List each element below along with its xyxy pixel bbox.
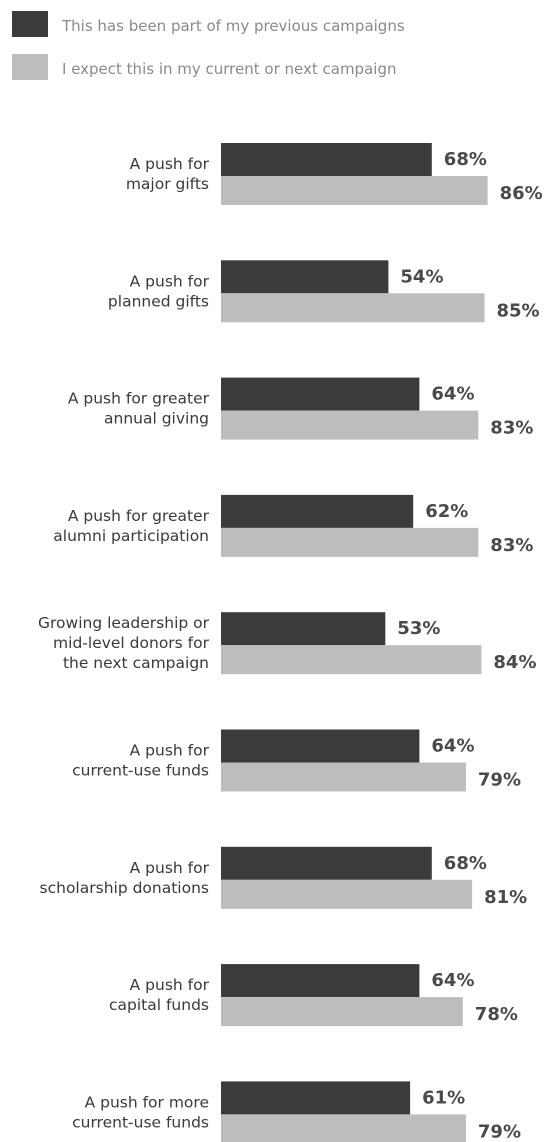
bar-previous bbox=[221, 143, 432, 176]
bar-previous bbox=[221, 1081, 411, 1115]
bar-expected bbox=[221, 527, 479, 557]
bar-group: 68% 86% A push for major gifts bbox=[126, 143, 543, 205]
bar-previous bbox=[221, 964, 420, 998]
category-label: A push for bbox=[130, 742, 210, 760]
bar-group: 68% 81% A push for scholarship donations bbox=[40, 846, 527, 909]
chart-legend: This has been part of my previous campai… bbox=[12, 11, 405, 80]
legend-label-previous: This has been part of my previous campai… bbox=[61, 17, 405, 35]
value-label-expected: 79% bbox=[478, 1121, 521, 1142]
category-label: capital funds bbox=[109, 996, 209, 1014]
bar-group: 62% 83% A push for greater alumni participa… bbox=[53, 494, 533, 557]
category-label: A push for bbox=[130, 155, 210, 173]
bar-expected bbox=[221, 762, 466, 792]
value-label-previous: 68% bbox=[444, 853, 487, 874]
category-label: annual giving bbox=[104, 410, 209, 428]
category-label: A push for greater bbox=[68, 507, 210, 525]
category-label: A push for greater bbox=[68, 390, 210, 408]
legend-label-expected: I expect this in my current or next camp… bbox=[62, 60, 396, 78]
bar-group: 64% 83% A push for greater annual giving bbox=[68, 377, 533, 440]
legend-swatch-previous bbox=[12, 11, 48, 37]
bar-previous bbox=[221, 729, 420, 763]
bar-previous bbox=[221, 494, 414, 528]
bar-expected bbox=[221, 176, 488, 205]
category-label: current-use funds bbox=[72, 1113, 209, 1131]
category-label: alumni participation bbox=[53, 527, 209, 545]
category-label: scholarship donations bbox=[40, 879, 209, 897]
category-label: A push for bbox=[130, 859, 210, 877]
legend-swatch-expected bbox=[12, 54, 48, 80]
category-label: current-use funds bbox=[72, 762, 209, 780]
bar-expected bbox=[221, 410, 479, 440]
value-label-previous: 64% bbox=[431, 970, 474, 991]
value-label-expected: 84% bbox=[493, 652, 536, 673]
plot-area: 68% 86% A push for major gifts 54% 85% A push … bbox=[38, 143, 543, 1142]
value-label-expected: 79% bbox=[478, 770, 521, 791]
category-label: mid-level donors for bbox=[53, 634, 210, 652]
value-label-expected: 78% bbox=[475, 1004, 518, 1025]
bar-group: 53% 84% Growing leadership or mid-level don… bbox=[38, 612, 536, 675]
bar-group: 64%79% A push for current-use funds bbox=[72, 729, 521, 792]
value-label-previous: 64% bbox=[431, 736, 474, 757]
category-label: A push for more bbox=[85, 1093, 209, 1111]
value-label-previous: 61% bbox=[422, 1087, 465, 1108]
bar-expected bbox=[221, 997, 463, 1027]
category-label: A push for bbox=[130, 976, 210, 994]
bar-expected bbox=[221, 1114, 466, 1142]
bar-expected bbox=[221, 645, 482, 675]
category-label: major gifts bbox=[126, 175, 209, 193]
bar-previous bbox=[221, 260, 389, 294]
value-label-previous: 68% bbox=[444, 149, 487, 170]
value-label-expected: 85% bbox=[497, 300, 540, 321]
category-label: the next campaign bbox=[63, 654, 209, 672]
value-label-expected: 83% bbox=[490, 418, 533, 439]
value-label-previous: 64% bbox=[431, 384, 474, 405]
value-label-previous: 62% bbox=[425, 501, 468, 522]
category-label: Growing leadership or bbox=[38, 614, 210, 632]
bar-previous bbox=[221, 377, 420, 411]
value-label-previous: 53% bbox=[397, 618, 440, 639]
bar-previous bbox=[221, 612, 386, 646]
value-label-previous: 54% bbox=[400, 266, 443, 287]
category-label: planned gifts bbox=[108, 292, 209, 310]
bar-previous bbox=[221, 846, 432, 880]
bar-group: 54% 85% A push for planned gifts bbox=[108, 260, 540, 323]
value-label-expected: 83% bbox=[490, 535, 533, 556]
bar-expected bbox=[221, 293, 485, 323]
bar-expected bbox=[221, 879, 473, 909]
bar-group: 61% 79% A push for more current-use funds bbox=[72, 1081, 521, 1142]
value-label-expected: 86% bbox=[500, 183, 543, 204]
bar-group: 64%78% A push for capital funds bbox=[109, 964, 518, 1027]
category-label: A push for bbox=[130, 272, 210, 290]
value-label-expected: 81% bbox=[484, 887, 527, 908]
